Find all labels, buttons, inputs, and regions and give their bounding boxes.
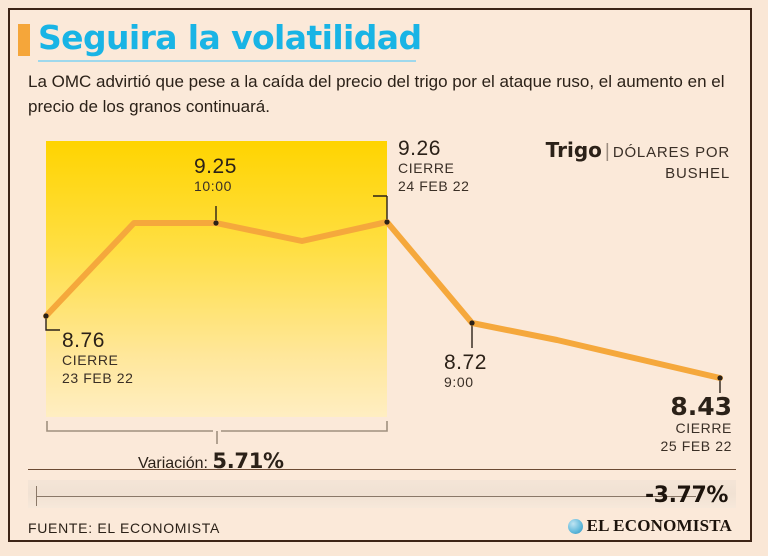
variation-label: Variación:	[138, 455, 208, 472]
label-close-25feb: 8.43 CIERRE 25 FEB 22	[660, 392, 732, 454]
label-1000: 9.25 10:00	[194, 155, 237, 195]
overall-change-start-tick	[36, 486, 37, 506]
deck-text: La OMC advirtió que pese a la caída del …	[28, 72, 725, 116]
globe-icon	[567, 518, 583, 534]
source-credit: FUENTE: EL ECONOMISTA	[28, 520, 221, 536]
brand-logo: EL ECONOMISTA	[567, 516, 732, 536]
footer-divider	[28, 469, 736, 470]
label-open-23feb: 8.76 CIERRE 23 FEB 22	[62, 329, 134, 386]
title-underline	[38, 60, 416, 62]
overall-change-band	[28, 480, 736, 508]
chart-legend: Trigo | DÓLARES POR BUSHEL	[546, 138, 730, 182]
legend-series-name: Trigo	[545, 138, 602, 162]
legend-unit-line1: DÓLARES POR	[612, 144, 730, 161]
label-close-24feb: 9.26 CIERRE 24 FEB 22	[398, 137, 470, 194]
infographic-frame: Seguira la volatilidad La OMC advirtió q…	[8, 8, 752, 542]
brand-name: EL ECONOMISTA	[586, 516, 732, 535]
label-900: 8.72 9:00	[444, 351, 487, 391]
legend-separator: |	[604, 141, 610, 162]
overall-change-baseline	[36, 496, 696, 497]
overall-change-value: -3.77%	[644, 483, 728, 508]
legend-unit-line2: BUSHEL	[665, 165, 730, 182]
page-title: Seguira la volatilidad	[38, 18, 422, 57]
title-accent-marker	[18, 24, 30, 56]
